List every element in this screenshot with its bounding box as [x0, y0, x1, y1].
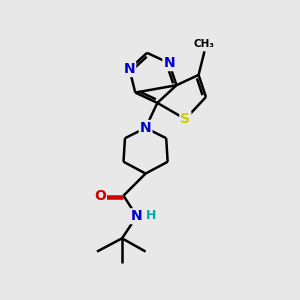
Text: N: N: [163, 56, 175, 70]
Text: O: O: [94, 189, 106, 202]
Text: N: N: [140, 121, 152, 135]
Text: N: N: [131, 209, 142, 223]
Text: H: H: [146, 209, 156, 222]
Text: CH₃: CH₃: [194, 39, 215, 49]
Text: S: S: [180, 112, 190, 126]
Text: N: N: [124, 62, 135, 76]
